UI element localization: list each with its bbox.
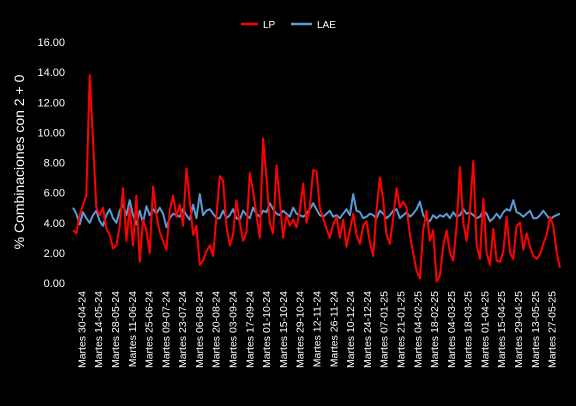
series-line-lae [72,193,561,229]
legend-label-lae: LAE [317,20,336,31]
x-tick-label: Martes 25-06-24 [144,291,156,368]
x-tick-label: Martes 11-06-24 [127,291,139,367]
y-tick-label: 4.00 [44,218,65,230]
x-tick-label: Martes 01-10-24 [261,291,273,368]
x-tick-label: Martes 14-05-24 [93,291,105,368]
x-tick-label: Martes 12-11-24 [312,291,324,367]
x-tick-label: Martes 28-05-24 [110,291,122,368]
y-tick-label: 14.00 [37,67,65,79]
x-tick-label: Martes 18-03-25 [463,291,475,368]
x-tick-label: Martes 04-03-25 [446,291,458,368]
y-tick-label: 2.00 [44,248,65,260]
x-tick-label: Martes 06-08-24 [194,291,206,368]
legend-label-lp: LP [263,20,276,31]
x-tick-label: Martes 17-09-24 [244,291,256,368]
legend: LP LAE [241,20,336,31]
x-tick-label: Martes 29-10-24 [295,291,307,368]
series-line-lp [72,74,561,283]
x-tick-label: Martes 27-05-25 [547,291,559,368]
x-tick-label: Martes 24-12-24 [362,291,374,368]
y-axis: 0.00 2.00 4.00 6.00 8.00 10.00 12.00 14.00 16.00 [37,37,65,290]
y-tick-label: 0.00 [44,278,65,290]
y-tick-label: 10.00 [37,127,65,139]
x-axis: Martes 30-04-24 Martes 14-05-24 Martes 28-… [76,291,558,368]
x-tick-label: Martes 29-04-25 [513,291,525,368]
y-tick-label: 16.00 [37,37,65,49]
x-tick-label: Martes 30-04-24 [76,291,88,368]
x-tick-label: Martes 01-04-25 [479,291,491,368]
y-tick-label: 6.00 [44,188,65,200]
x-tick-label: Martes 26-11-24 [328,291,340,367]
y-axis-title: % Combinaciones con 2 + 0 [11,74,27,249]
y-tick-label: 8.00 [44,158,65,170]
x-tick-label: Martes 23-07-24 [177,291,189,368]
x-tick-label: Martes 15-10-24 [278,291,290,368]
x-tick-label: Martes 21-01-25 [396,291,408,368]
x-tick-label: Martes 07-01-25 [379,291,391,368]
x-tick-label: Martes 20-08-24 [211,291,223,368]
plot-area [72,74,561,283]
x-tick-label: Martes 04-02-25 [412,291,424,368]
x-tick-label: Martes 03-09-24 [228,291,240,368]
y-tick-label: 12.00 [37,97,65,109]
x-tick-label: Martes 10-12-24 [345,291,357,368]
x-tick-label: Martes 18-02-25 [429,291,441,368]
x-tick-label: Martes 15-04-25 [496,291,508,368]
x-tick-label: Martes 09-07-24 [160,291,172,368]
x-tick-label: Martes 13-05-25 [530,291,542,368]
